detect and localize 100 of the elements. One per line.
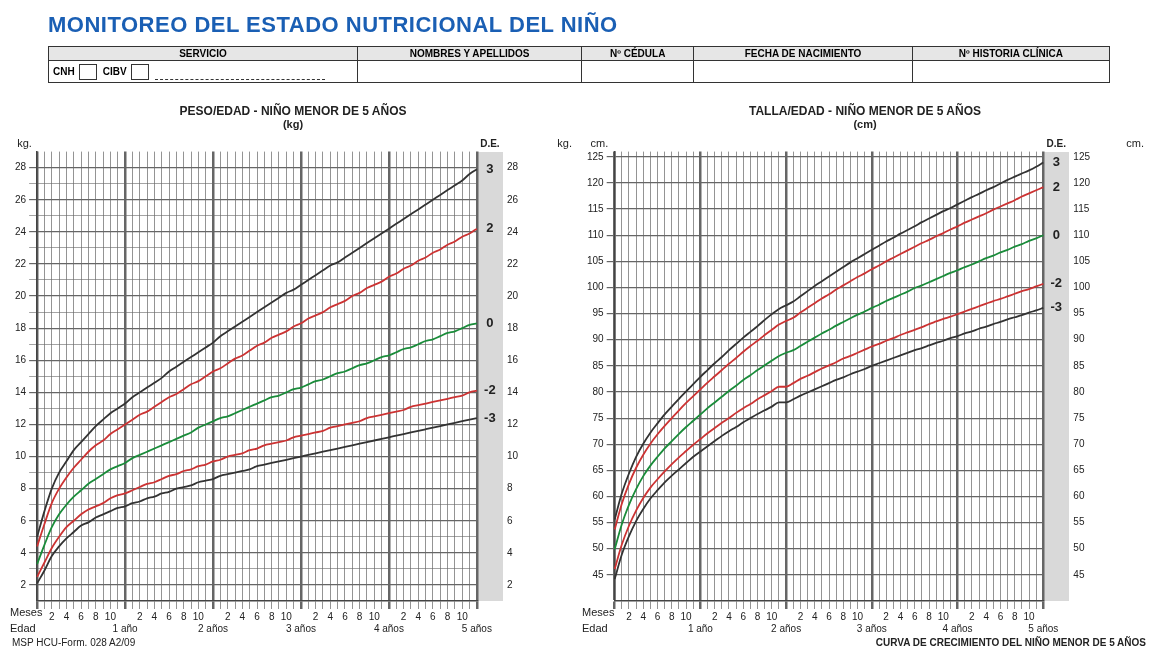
x-tick-label: 4 — [415, 610, 422, 622]
x-tick-label: 10 — [937, 610, 950, 622]
x-tick-label: 2 — [400, 610, 407, 622]
x-tick-label: 4 — [640, 610, 647, 622]
x-tick-label: 2 — [312, 610, 319, 622]
y2-axis-title: kg. — [557, 136, 572, 149]
x-tick-label: 2 — [797, 610, 804, 622]
x-tick-label: 2 — [224, 610, 231, 622]
y-tick-label: 16 — [15, 354, 27, 365]
y2-tick-label: 18 — [506, 321, 519, 333]
x-tick-label: 8 — [669, 610, 676, 622]
x-tick-label: 8 — [356, 610, 363, 622]
series-label: 3 — [486, 160, 494, 176]
y-tick-label: 110 — [587, 228, 605, 240]
y2-tick-label: 26 — [506, 193, 519, 205]
y-tick-label: 115 — [587, 202, 605, 214]
y-tick-label: 20 — [15, 289, 27, 301]
text: D.E. — [1046, 137, 1067, 149]
text: SERVICIO — [48, 46, 358, 61]
x-tick-label: 8 — [444, 610, 451, 622]
x-tick-label: 2 años — [198, 622, 229, 634]
x-tick-label: 6 — [654, 610, 661, 622]
y-tick-label: 4 — [20, 546, 27, 558]
y2-tick-label: 100 — [1073, 281, 1091, 293]
y-tick-label: 120 — [587, 176, 605, 188]
y2-axis-title: cm. — [1126, 136, 1144, 149]
y-tick-label: 26 — [15, 193, 27, 205]
x-tick-label: 8 — [92, 610, 99, 622]
chart-title: PESO/EDAD - NIÑO MENOR DE 5 AÑOS — [179, 102, 407, 118]
x-tick-label: 6 — [997, 610, 1004, 622]
x-tick-label: 10 — [368, 610, 381, 622]
x-tick-label: 4 — [63, 610, 70, 622]
text: Edad — [10, 622, 36, 634]
y2-tick-label: 2 — [506, 578, 513, 590]
y-tick-label: 2 — [20, 578, 27, 590]
y2-tick-label: 28 — [506, 161, 519, 173]
chart-title: TALLA/EDAD - NIÑO MENOR DE 5 AÑOS — [748, 102, 982, 118]
y-tick-label: 8 — [20, 482, 27, 494]
y2-tick-label: 110 — [1073, 228, 1090, 240]
x-tick-label: 4 — [983, 610, 990, 622]
y-tick-label: 80 — [592, 385, 605, 397]
y2-tick-label: 60 — [1073, 490, 1085, 502]
y-tick-label: 14 — [15, 386, 27, 398]
x-tick-label: 8 — [1011, 610, 1018, 622]
text: Nº HISTORIA CLÍNICA — [912, 46, 1110, 61]
x-tick-label: 5 años — [461, 622, 492, 634]
y2-tick-label: 50 — [1073, 542, 1085, 554]
x-tick-label: 6 — [166, 610, 173, 622]
series-label: 2 — [1052, 178, 1060, 194]
text: Edad — [582, 622, 608, 634]
y-tick-label: 55 — [592, 516, 605, 528]
x-tick-label: 5 años — [1028, 622, 1059, 634]
y2-tick-label: 20 — [506, 289, 519, 301]
text: CIBV — [102, 65, 127, 77]
y2-tick-label: 105 — [1073, 255, 1091, 267]
y2-tick-label: 80 — [1073, 385, 1085, 397]
y-tick-label: 65 — [592, 464, 605, 476]
x-tick-label: 10 — [680, 610, 693, 622]
series-label: -2 — [1050, 275, 1063, 291]
y2-tick-label: 120 — [1073, 176, 1091, 188]
x-tick-label: 3 años — [856, 622, 887, 634]
text: NOMBRES Y APELLIDOS — [357, 46, 582, 61]
text: D.E. — [480, 137, 500, 149]
y2-tick-label: 65 — [1073, 464, 1085, 476]
x-tick-label: 4 — [327, 610, 334, 622]
x-tick-label: 10 — [852, 610, 864, 622]
y2-tick-label: 115 — [1073, 202, 1090, 214]
text: Meses — [10, 606, 43, 618]
x-tick-label: 8 — [840, 610, 847, 622]
y-tick-label: 105 — [587, 255, 605, 267]
y2-tick-label: 6 — [506, 514, 513, 526]
y2-tick-label: 55 — [1073, 516, 1085, 528]
y2-tick-label: 24 — [506, 225, 519, 237]
x-tick-label: 10 — [280, 610, 293, 622]
y-tick-label: 100 — [587, 281, 605, 293]
x-tick-label: 1 año — [112, 622, 139, 634]
chart-subtitle: (cm) — [853, 118, 877, 131]
x-tick-label: 8 — [268, 610, 275, 622]
y2-tick-label: 75 — [1073, 411, 1085, 423]
x-tick-label: 8 — [180, 610, 187, 622]
y-tick-label: 18 — [15, 321, 27, 333]
y2-tick-label: 45 — [1073, 568, 1085, 580]
x-tick-label: 2 años — [771, 622, 802, 634]
series-label: -3 — [484, 409, 496, 425]
series-label: 0 — [1052, 226, 1060, 242]
x-tick-label: 2 — [136, 610, 143, 622]
text: MONITOREO DEL ESTADO NUTRICIONAL DEL NIÑO — [48, 12, 619, 38]
text: Meses — [582, 606, 615, 618]
y-tick-label: 75 — [592, 411, 605, 423]
x-tick-label: 10 — [766, 610, 778, 622]
x-tick-label: 6 — [342, 610, 349, 622]
y-tick-label: 12 — [15, 418, 27, 430]
x-tick-label: 4 años — [942, 622, 973, 634]
x-tick-label: 2 — [626, 610, 633, 622]
text: CNH — [53, 65, 75, 77]
x-tick-label: 4 — [811, 610, 818, 622]
text: MSP HCU-Form. 028 A2/09 — [11, 637, 137, 648]
y2-tick-label: 90 — [1073, 333, 1085, 345]
x-tick-label: 10 — [192, 610, 205, 622]
y-tick-label: 10 — [15, 450, 27, 462]
